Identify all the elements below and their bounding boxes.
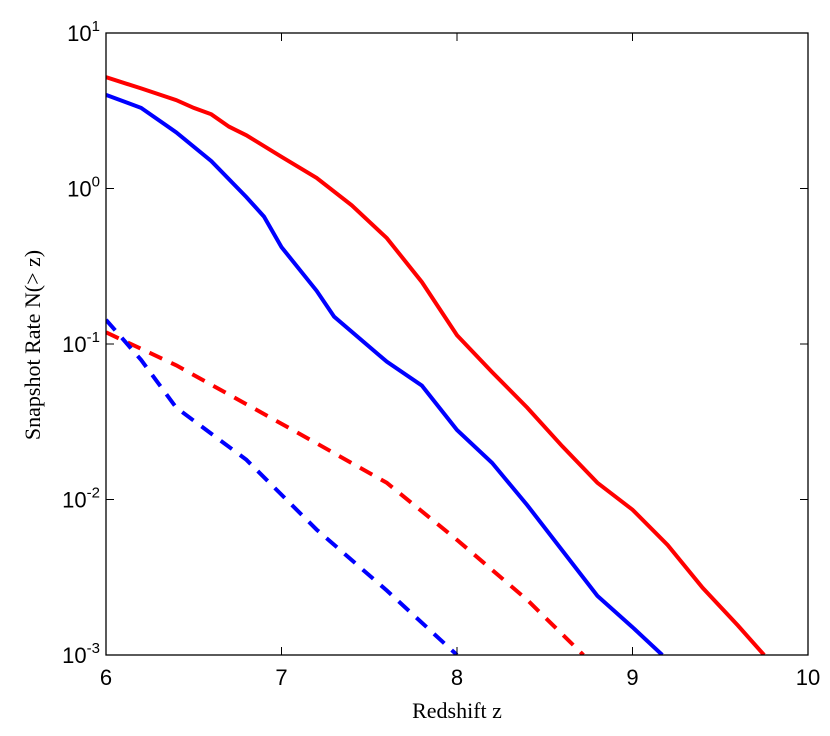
- x-axis-label: Redshift z: [412, 698, 502, 723]
- series-line: [106, 75, 766, 655]
- x-tick-label: 9: [626, 665, 638, 690]
- x-tick-label: 10: [796, 665, 820, 690]
- x-tick-label: 7: [275, 665, 287, 690]
- series-line: [106, 330, 585, 655]
- x-tick-label: 8: [451, 665, 463, 690]
- y-tick-label: 101: [67, 18, 100, 46]
- y-axis-label: Snapshot Rate N(> z): [20, 250, 45, 440]
- series-line: [106, 93, 664, 655]
- x-tick-label: 6: [100, 665, 112, 690]
- y-tick-label: 10-3: [62, 640, 100, 668]
- y-tick-label: 100: [67, 174, 100, 202]
- plot-frame: [105, 32, 809, 656]
- y-tick-label: 10-2: [62, 485, 100, 513]
- y-tick-label: 10-1: [62, 329, 100, 357]
- series-line: [106, 318, 459, 655]
